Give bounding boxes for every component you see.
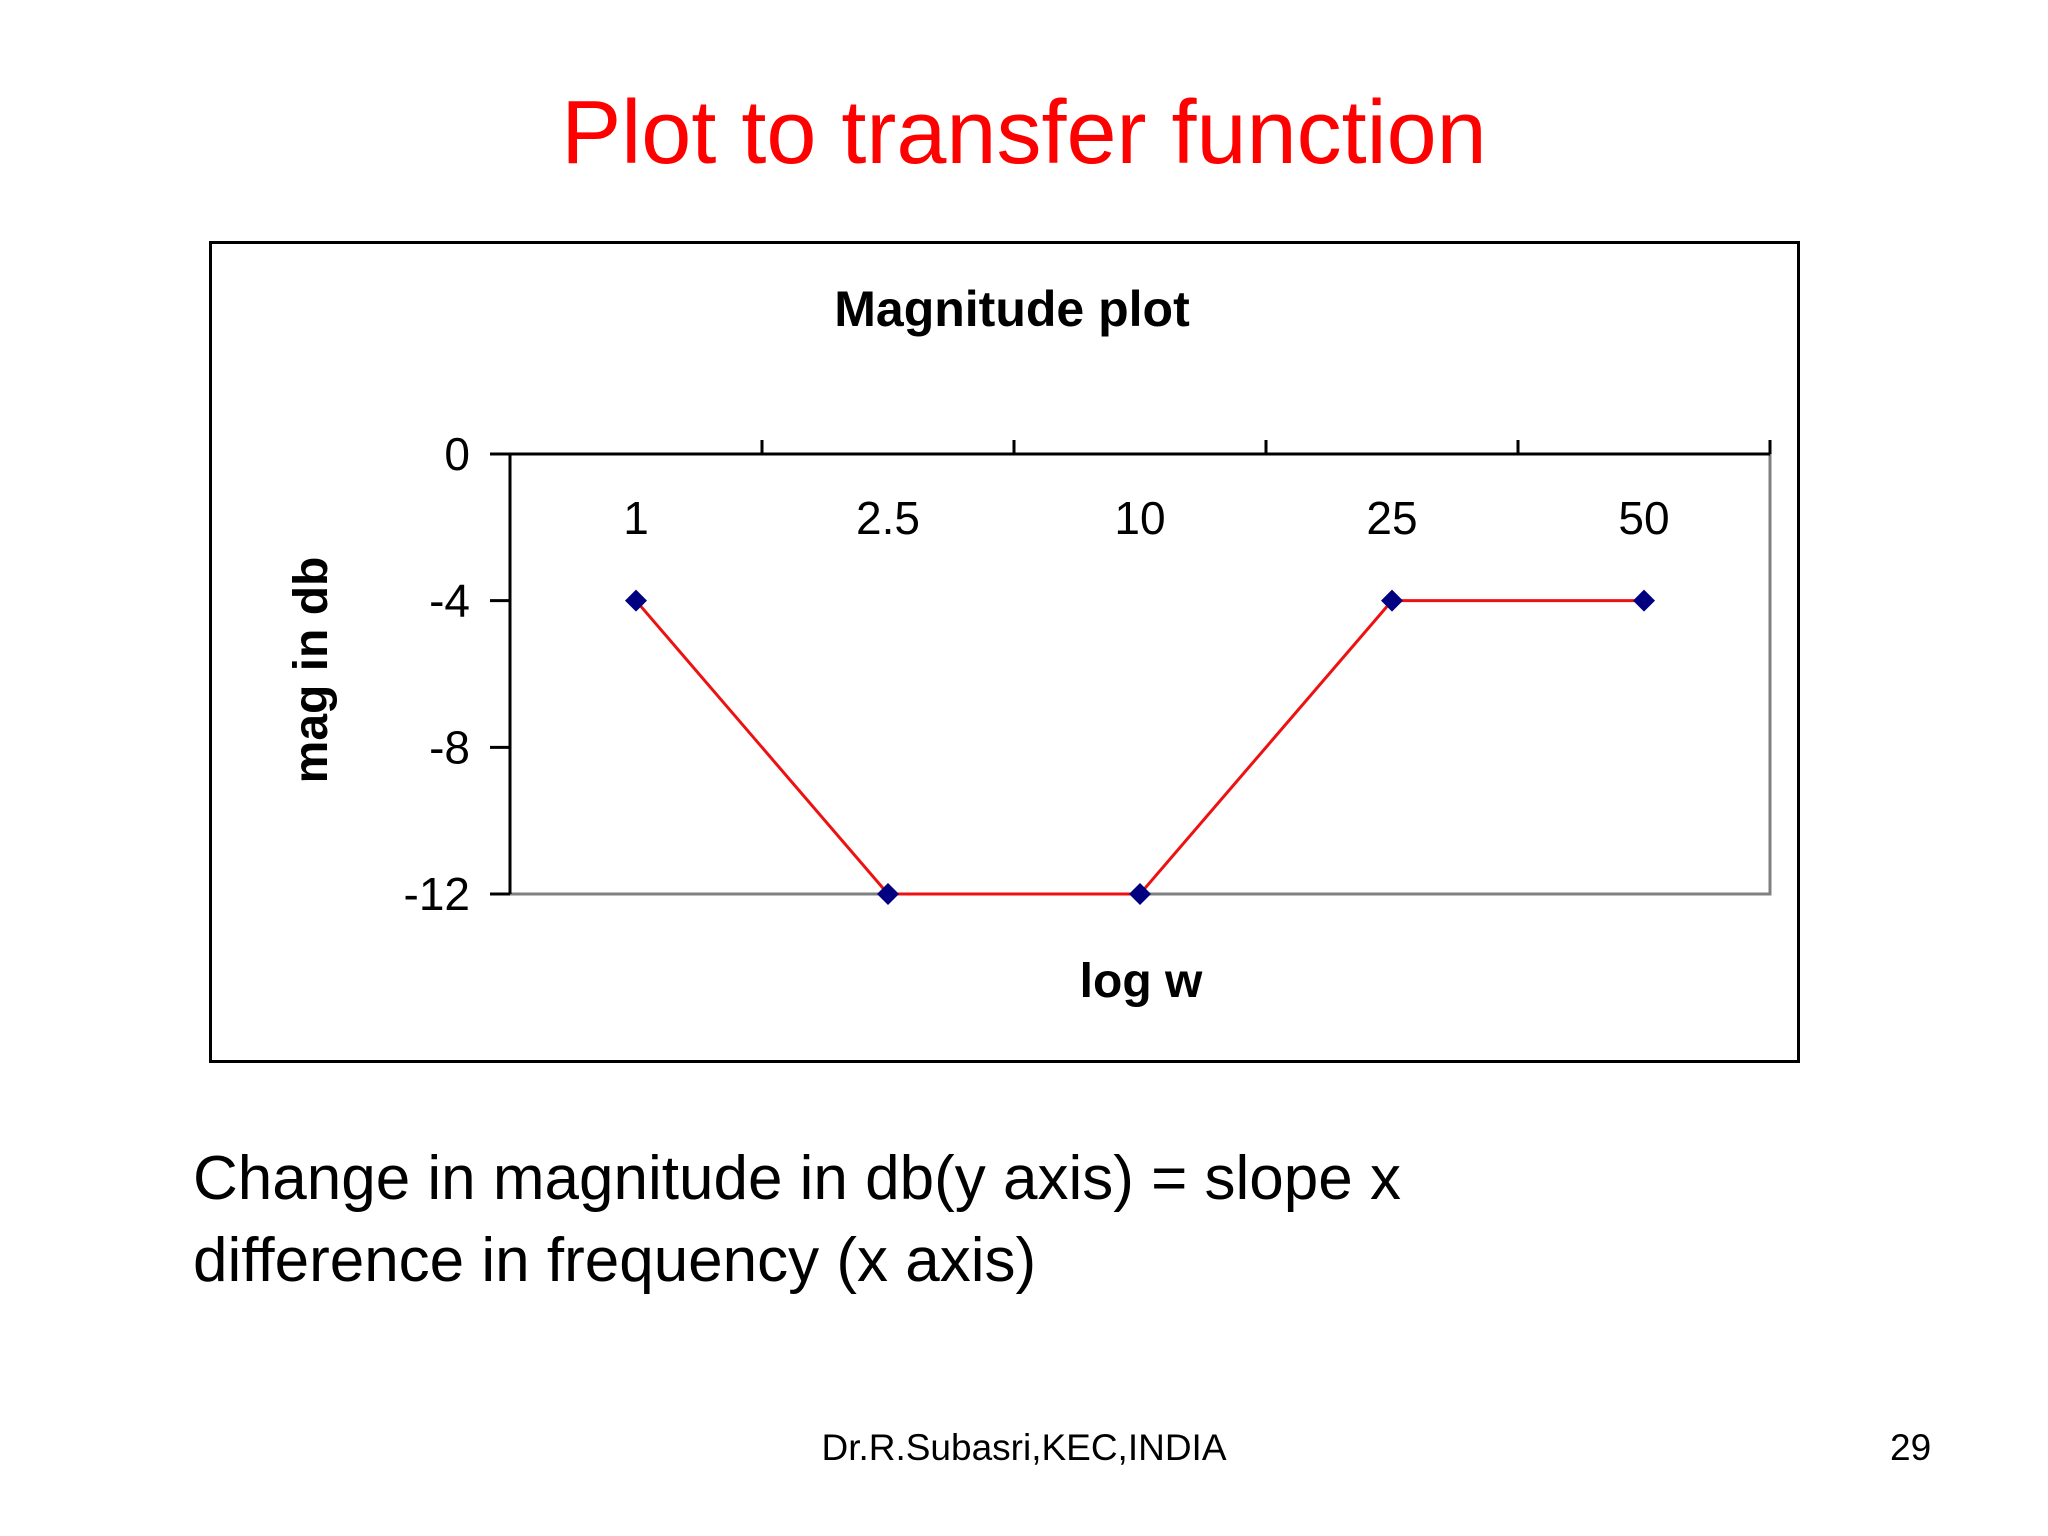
chart-title: Magnitude plot <box>834 281 1190 337</box>
data-point <box>625 589 647 612</box>
data-point <box>877 883 899 905</box>
x-tick-label: 2.5 <box>856 492 920 544</box>
series-line <box>634 599 1644 896</box>
body-line-2: difference in frequency (x axis) <box>193 1226 1037 1295</box>
data-point <box>1381 589 1403 612</box>
x-tick-label: 1 <box>623 492 649 544</box>
page-number: 29 <box>1890 1427 1932 1468</box>
data-point <box>1633 589 1655 612</box>
y-axis-label: mag in db <box>285 557 338 784</box>
x-axis-label: log w <box>1080 955 1203 1008</box>
y-tick-label: -12 <box>404 868 470 920</box>
x-tick-label: 10 <box>1114 492 1165 544</box>
body-text: Change in magnitude in db(y axis) = slop… <box>193 1138 1401 1302</box>
y-tick-label: -4 <box>429 575 470 627</box>
y-tick-label: -8 <box>429 721 470 773</box>
slide-title: Plot to transfer function <box>561 83 1487 183</box>
data-point <box>1129 883 1151 905</box>
x-tick-label: 25 <box>1366 492 1417 544</box>
body-line-1: Change in magnitude in db(y axis) = slop… <box>193 1144 1401 1213</box>
chart-frame <box>209 241 1800 1063</box>
x-tick-label: 50 <box>1618 492 1669 544</box>
y-tick-label: 0 <box>444 428 470 480</box>
footer-author: Dr.R.Subasri,KEC,INDIA <box>821 1427 1227 1468</box>
